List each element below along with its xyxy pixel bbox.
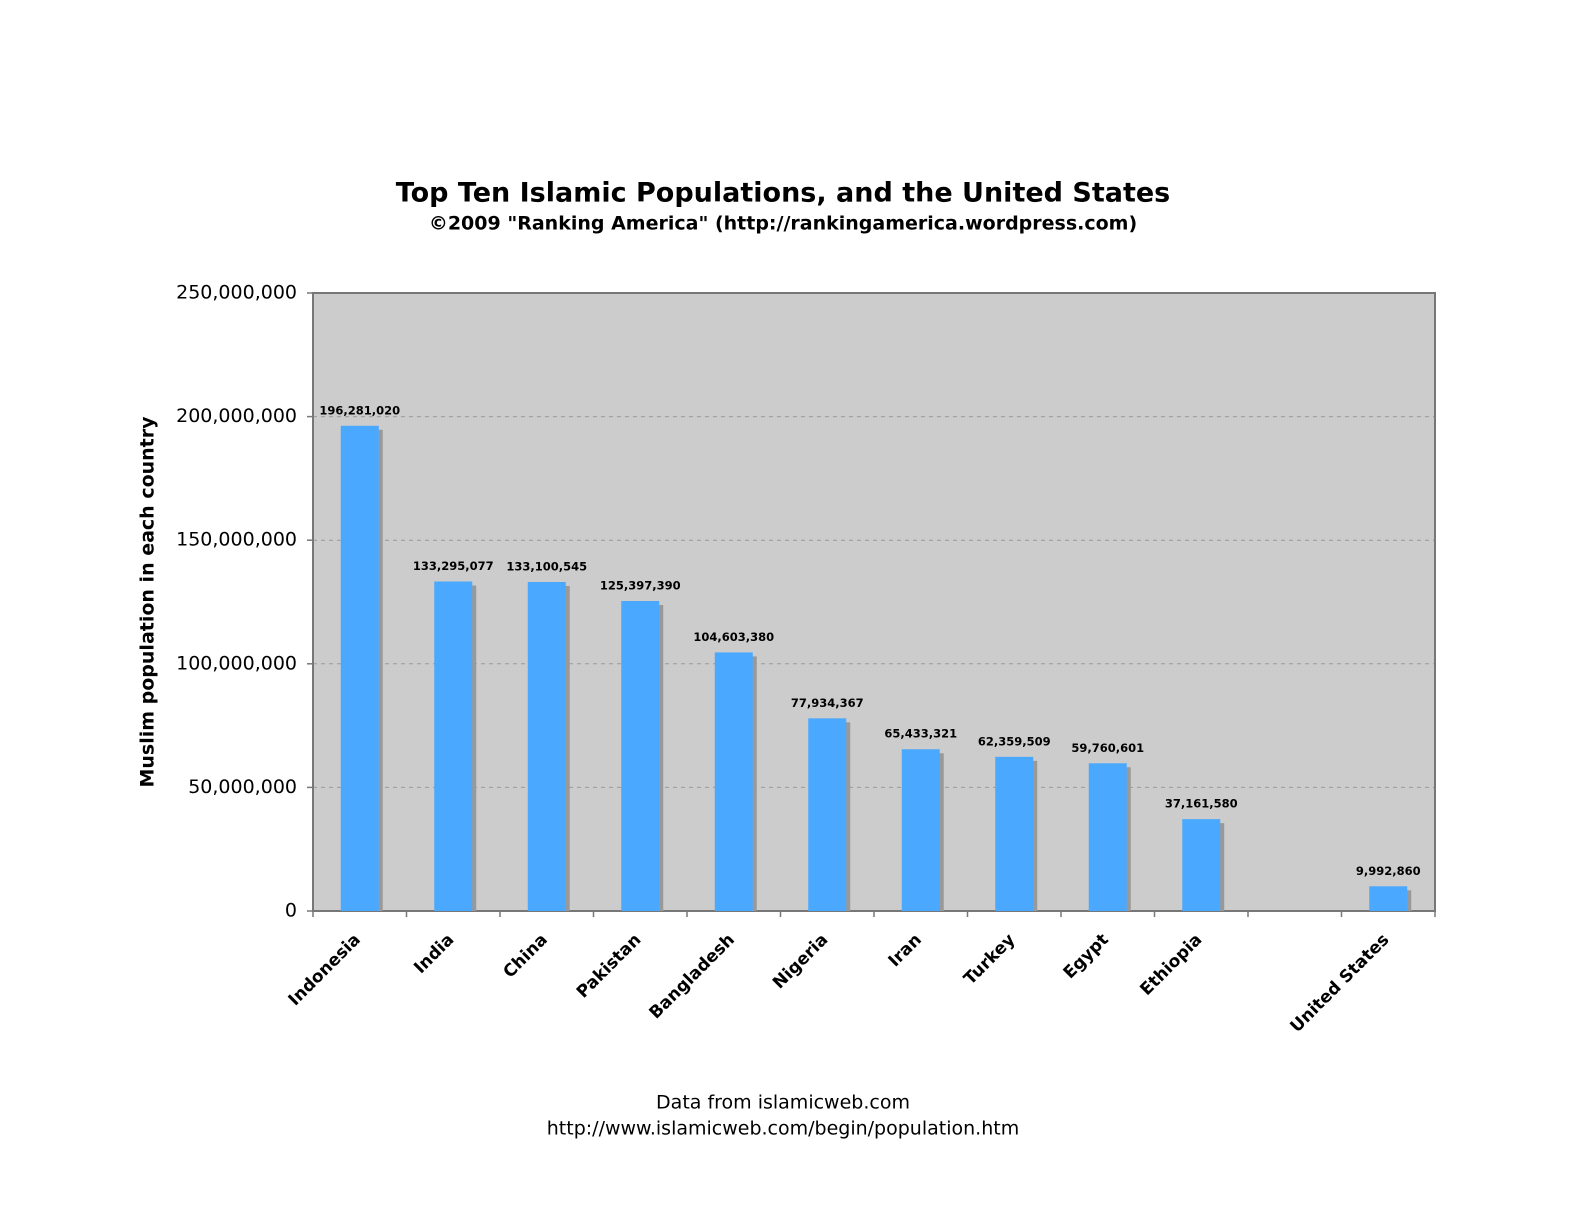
value-label: 62,359,509 — [978, 734, 1051, 748]
y-tick-label: 50,000,000 — [188, 776, 297, 798]
value-label: 77,934,367 — [791, 696, 864, 710]
y-tick-label: 250,000,000 — [176, 282, 297, 304]
footer-line: Data from islamicweb.com — [656, 1092, 910, 1114]
plot-border — [312, 292, 1436, 912]
y-tick-label: 200,000,000 — [176, 405, 297, 427]
x-tick-label: Nigeria — [769, 930, 832, 993]
x-tick-label: Indonesia — [285, 930, 365, 1010]
value-label: 133,295,077 — [413, 559, 494, 573]
value-label: 125,397,390 — [600, 579, 681, 593]
bar — [621, 601, 660, 911]
value-label: 59,760,601 — [1071, 741, 1144, 755]
x-tick-label: Iran — [885, 930, 926, 971]
value-label: 9,992,860 — [1356, 864, 1421, 878]
y-tick-label: 100,000,000 — [176, 652, 297, 674]
value-label: 196,281,020 — [319, 403, 400, 417]
bar — [995, 756, 1034, 911]
x-tick-label: United States — [1286, 930, 1393, 1037]
x-tick-label: Turkey — [960, 930, 1019, 989]
chart-title: Top Ten Islamic Populations, and the Uni… — [396, 178, 1171, 209]
bar — [901, 749, 940, 911]
x-tick-label: India — [410, 930, 458, 978]
x-tick-label: Ethiopia — [1136, 930, 1206, 1000]
value-label: 133,100,545 — [506, 559, 587, 573]
value-label: 104,603,380 — [693, 630, 774, 644]
x-tick-label: Pakistan — [573, 930, 645, 1002]
footer-line: http://www.islamicweb.com/begin/populati… — [547, 1118, 1019, 1140]
y-axis-title: Muslim population in each country — [137, 416, 159, 788]
x-tick-label: Egypt — [1060, 930, 1113, 983]
x-tick-label: Bangladesh — [646, 930, 739, 1023]
bar — [434, 581, 473, 911]
bar — [1369, 886, 1408, 911]
chart-subtitle: ©2009 "Ranking America" (http://rankinga… — [429, 213, 1137, 235]
bar — [714, 652, 753, 911]
x-tick-label: China — [500, 930, 552, 982]
y-tick-label: 0 — [285, 900, 297, 922]
bar — [808, 718, 847, 911]
bar — [527, 581, 566, 911]
bar — [1182, 819, 1221, 911]
plot-area — [313, 293, 1435, 911]
value-label: 37,161,580 — [1165, 797, 1238, 811]
y-tick-label: 150,000,000 — [176, 529, 297, 551]
bar — [1088, 763, 1127, 911]
bar — [340, 425, 379, 911]
value-label: 65,433,321 — [884, 727, 957, 741]
